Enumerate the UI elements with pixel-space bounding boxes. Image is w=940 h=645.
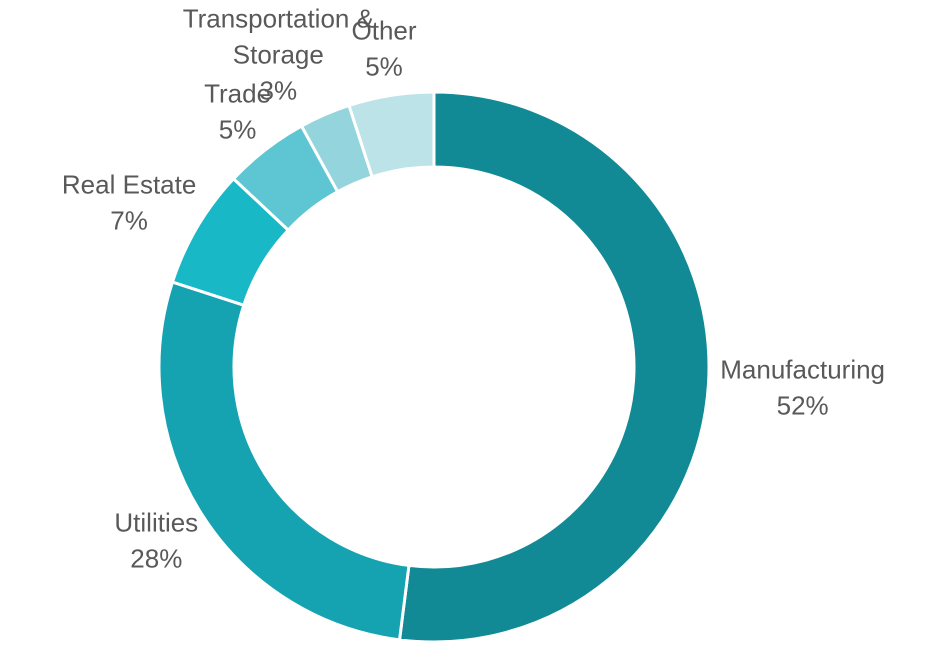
category-label: Trade [204,78,272,109]
category-label: Real Estate [61,169,197,200]
category-label: Other [351,14,417,45]
slice-label: Utilities 28% [114,504,198,576]
slice-label: Other 5% [351,12,416,84]
value-label: 5% [365,50,403,81]
donut-slice [397,90,711,644]
value-label: 3% [259,75,298,106]
slice-label: Trade 5% [204,76,271,148]
slice-label: Real Estate 7% [62,167,196,239]
value-label: 52% [776,390,829,421]
value-label: 7% [110,205,148,236]
donut-slice [157,280,411,642]
value-label: 28% [130,543,183,574]
category-label: Transportation & Storage [182,3,374,70]
category-label: Utilities [114,507,199,538]
category-label: Manufacturing [720,354,886,385]
slice-label: Manufacturing 52% [720,351,885,423]
value-label: 5% [218,114,257,145]
slice-label: Transportation & Storage 3% [173,0,383,108]
donut-slice [347,90,436,179]
